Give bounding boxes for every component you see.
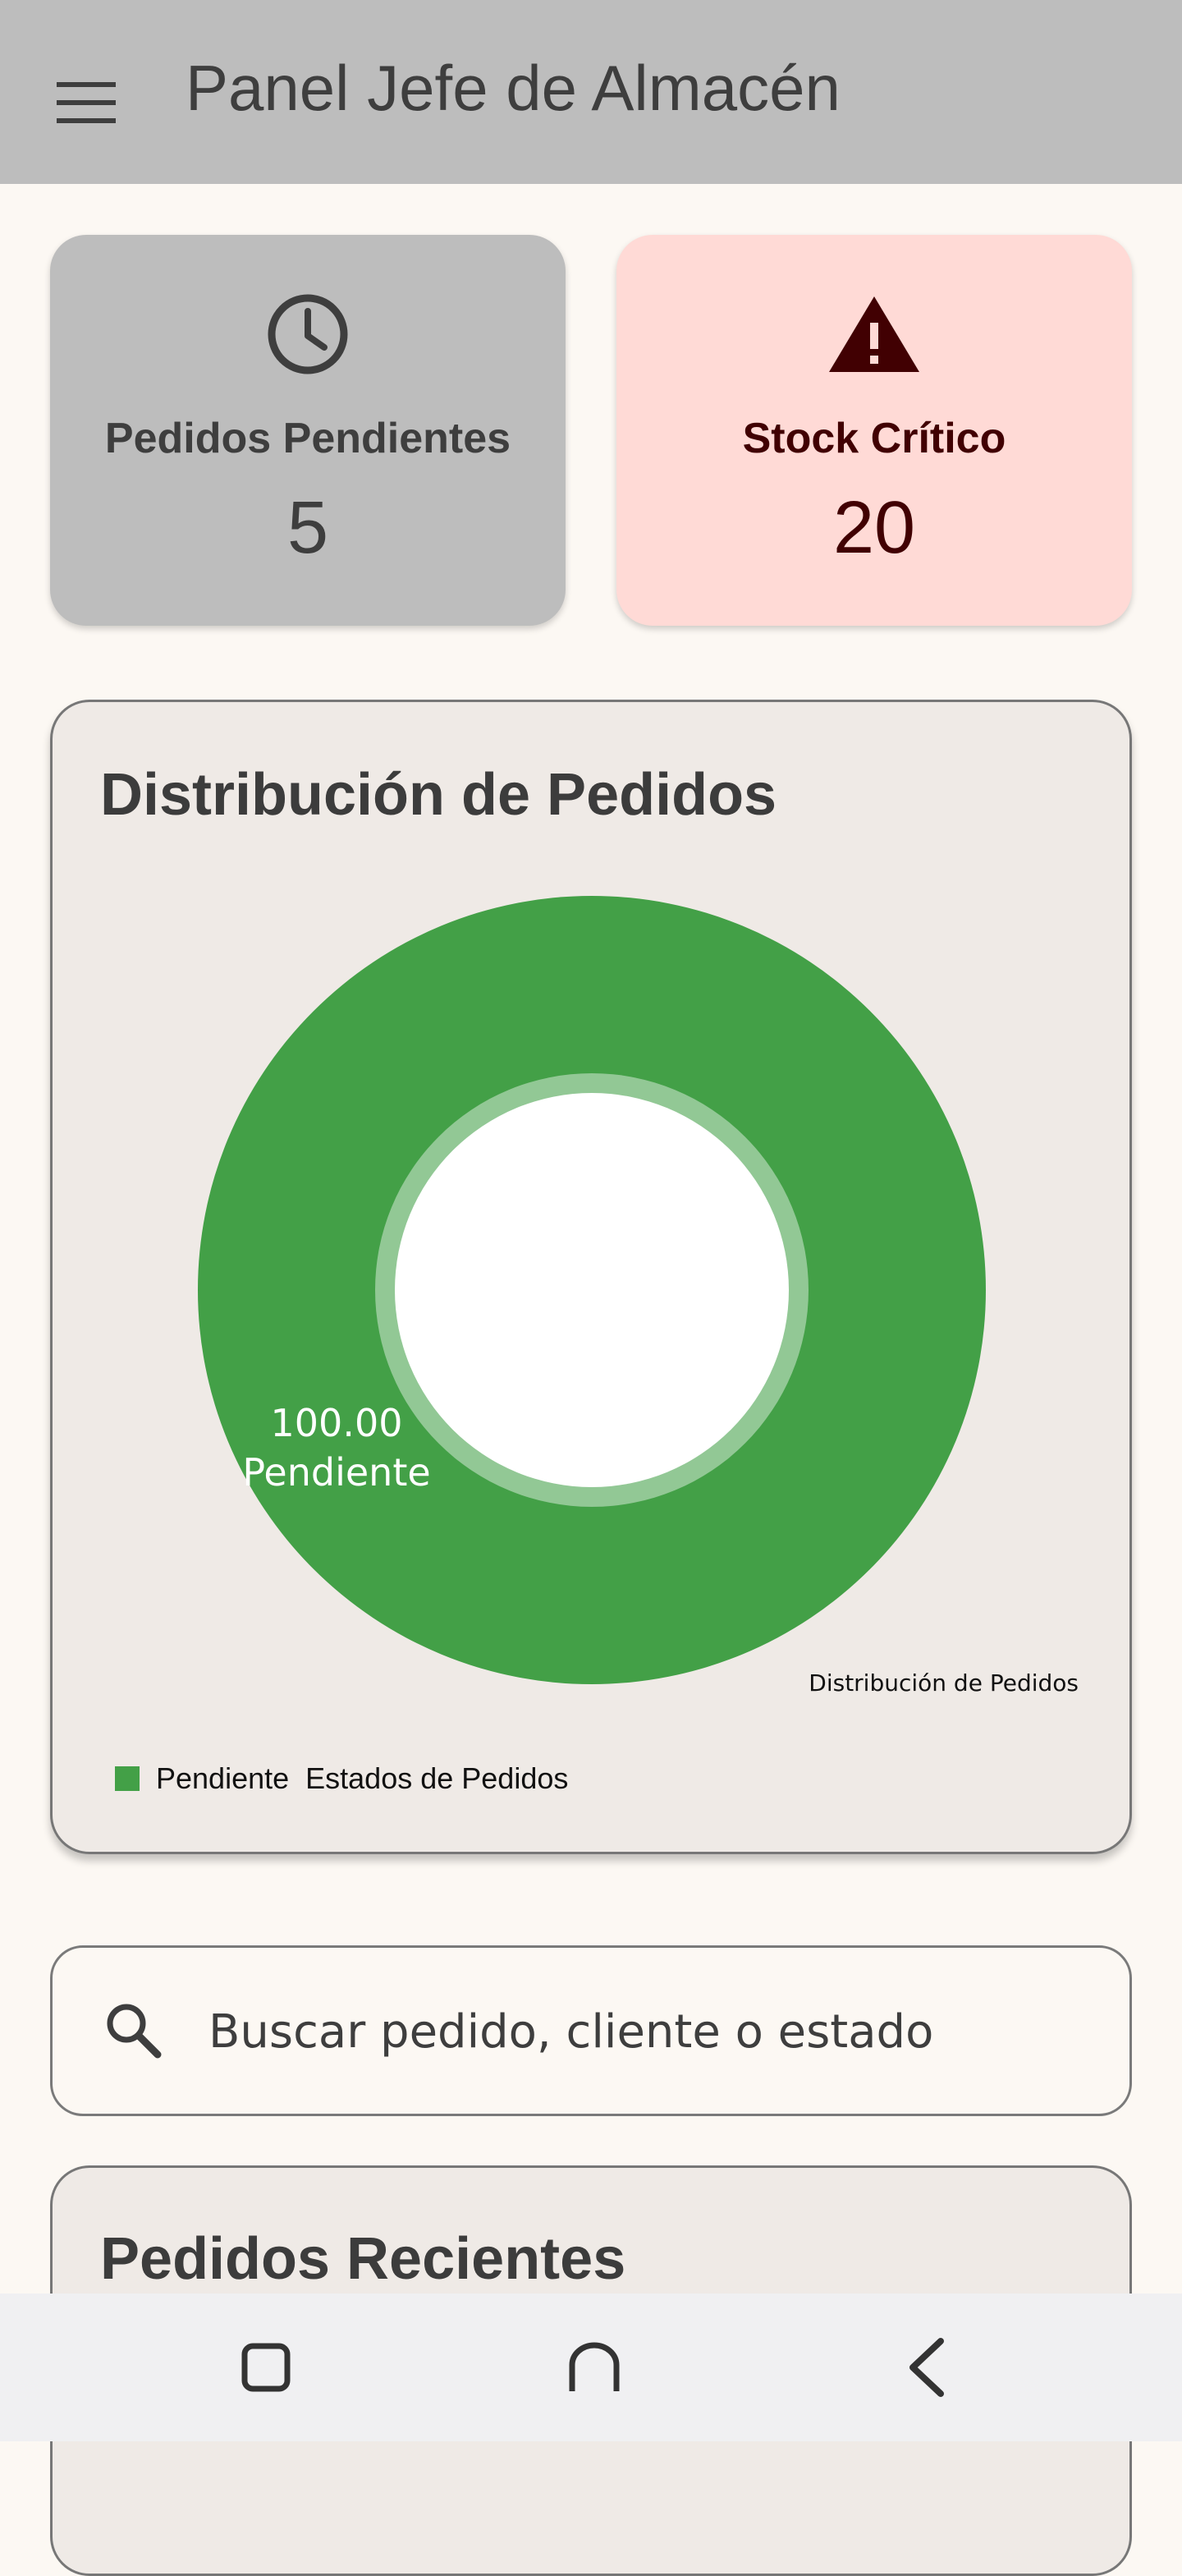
home-icon xyxy=(569,2342,620,2391)
page-title: Panel Jefe de Almacén xyxy=(186,52,841,124)
legend-series-name: Estados de Pedidos xyxy=(305,1761,569,1795)
slice-category-label: Pendiente xyxy=(242,1450,430,1495)
legend-label-pendiente: Pendiente xyxy=(156,1761,290,1795)
slice-value-label: 100.00 xyxy=(271,1401,403,1445)
chart-legend: Pendiente Estados de Pedidos xyxy=(115,1761,568,1796)
menu-icon xyxy=(57,82,116,123)
system-navigation-bar xyxy=(0,2294,1182,2441)
recents-button[interactable] xyxy=(225,2326,307,2408)
pending-orders-card[interactable]: Pedidos Pendientes 5 xyxy=(50,235,566,626)
donut-hole xyxy=(395,1093,789,1487)
search-icon xyxy=(92,1989,174,2071)
clock-icon xyxy=(50,289,566,379)
square-icon xyxy=(241,2343,291,2392)
home-button[interactable] xyxy=(553,2326,635,2408)
back-chevron-icon xyxy=(909,2338,944,2397)
search-input[interactable] xyxy=(208,1989,1079,2074)
app-bar: Panel Jefe de Almacén xyxy=(0,0,1182,184)
critical-stock-card[interactable]: Stock Crítico 20 xyxy=(616,235,1132,626)
critical-stock-value: 20 xyxy=(832,487,916,569)
chart-card-title: Distribución de Pedidos xyxy=(100,762,777,828)
recent-orders-title: Pedidos Recientes xyxy=(100,2226,626,2292)
orders-distribution-card: Distribución de Pedidos 100.00 Pendiente… xyxy=(50,700,1132,1854)
back-button[interactable] xyxy=(886,2326,969,2408)
critical-stock-label: Stock Crítico xyxy=(742,415,1006,462)
pending-orders-value: 5 xyxy=(286,487,329,569)
menu-button[interactable] xyxy=(41,57,131,148)
warning-icon xyxy=(616,289,1132,379)
search-bar[interactable] xyxy=(50,1945,1132,2116)
chart-description-label: Distribución de Pedidos xyxy=(809,1669,1079,1697)
pending-orders-label: Pedidos Pendientes xyxy=(104,415,511,462)
donut-chart: 100.00 Pendiente Distribución de Pedidos xyxy=(198,896,1079,1697)
legend-swatch-pendiente xyxy=(115,1766,140,1791)
